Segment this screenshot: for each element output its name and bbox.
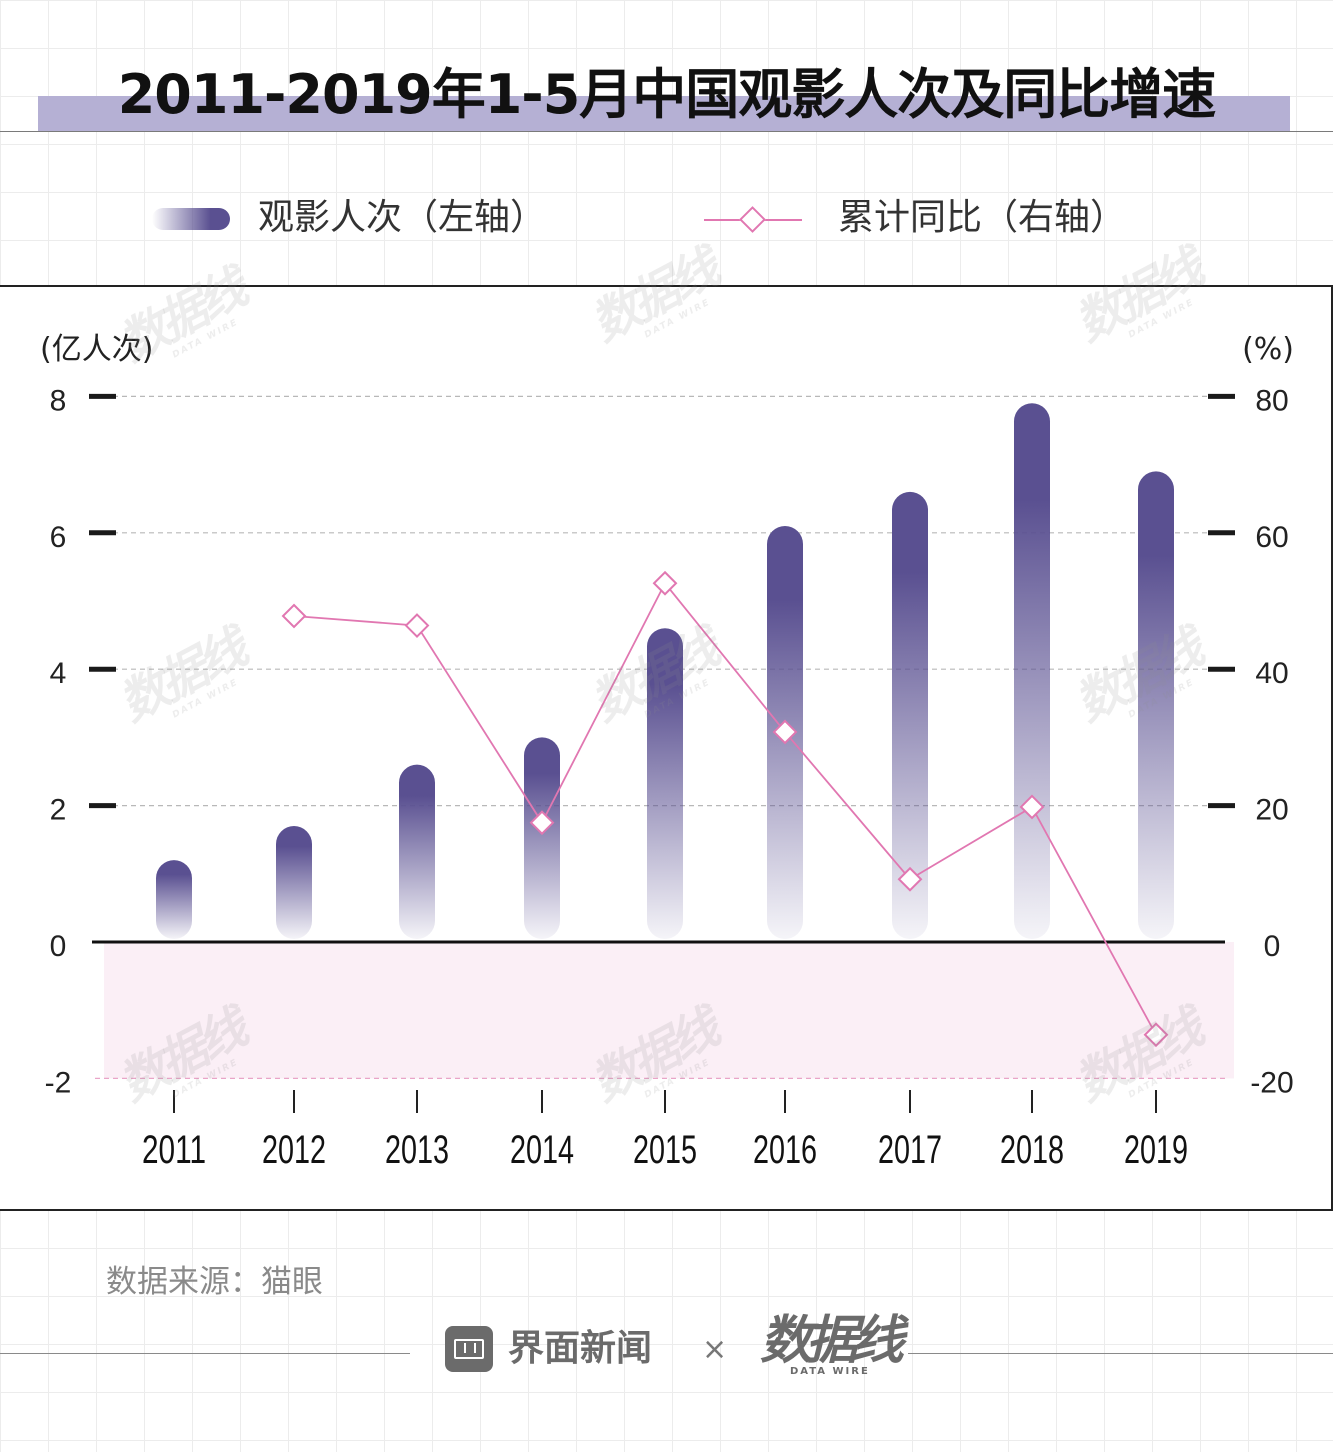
footer-rule-left xyxy=(0,1353,410,1354)
growth-point-2013 xyxy=(404,613,430,638)
growth-point-2018 xyxy=(1019,794,1045,820)
x-axis-label-2011: 2011 xyxy=(142,1128,206,1172)
jiemian-brand: 界面新闻 xyxy=(508,1328,653,1369)
chart-panel: 8 6 4 2 0 -2 80 60 40 20 0 -20 (亿人次) (%) 2011 2012 2013 2… xyxy=(0,285,1333,1211)
legend-bar-swatch xyxy=(152,208,230,230)
legend-line-label: 累计同比（右轴） xyxy=(838,197,1127,238)
x-axis-label-2018: 2018 xyxy=(1000,1128,1064,1172)
x-axis-label-2015: 2015 xyxy=(633,1128,697,1172)
datawire-logo-en: DATA WIRE xyxy=(790,1366,870,1377)
times-separator: × xyxy=(702,1332,728,1367)
left-axis-tick-label: 2 xyxy=(50,794,67,827)
bar-2014 xyxy=(524,737,560,939)
growth-point-2017 xyxy=(897,866,923,892)
bar-2011 xyxy=(156,860,192,939)
right-axis-tick-label: -20 xyxy=(1250,1066,1293,1099)
legend-diamond-marker xyxy=(739,206,766,233)
growth-point-2019 xyxy=(1143,1022,1169,1048)
title-rule xyxy=(0,131,1333,132)
datawire-logo-cn: 数据线 xyxy=(760,1311,904,1371)
left-axis-tick-label: 0 xyxy=(50,930,67,963)
x-axis-label-2012: 2012 xyxy=(262,1128,326,1172)
right-axis-tick-label: 40 xyxy=(1255,657,1288,690)
x-axis-label-2017: 2017 xyxy=(878,1128,942,1172)
x-axis-label-2014: 2014 xyxy=(510,1128,574,1172)
bar-2015 xyxy=(647,628,683,939)
jiemian-logo-icon xyxy=(445,1326,493,1372)
x-axis-label-2013: 2013 xyxy=(385,1128,449,1172)
footer-rule-right xyxy=(908,1353,1333,1354)
legend-bar-label: 观影人次（左轴） xyxy=(258,197,547,238)
right-axis-tick-label: 60 xyxy=(1255,521,1288,554)
bar-2018 xyxy=(1014,403,1050,940)
title-band xyxy=(38,96,1290,131)
right-axis-unit-label: (%) xyxy=(1242,332,1294,367)
right-axis-tick-label: 0 xyxy=(1264,930,1281,963)
datawire-logo: 数据线 DATA WIRE xyxy=(760,1311,904,1377)
data-source: 数据来源：猫眼 xyxy=(106,1264,323,1300)
left-axis-unit-label: (亿人次) xyxy=(40,332,153,367)
growth-point-2012 xyxy=(281,603,307,629)
bar-2017 xyxy=(892,491,928,939)
right-axis-tick-label: 80 xyxy=(1255,384,1288,417)
x-axis-label-2019: 2019 xyxy=(1124,1128,1188,1172)
left-axis-tick-label: -2 xyxy=(45,1066,72,1099)
growth-point-2014 xyxy=(529,810,555,836)
growth-point-2015 xyxy=(652,570,678,596)
left-axis-tick-label: 6 xyxy=(50,521,67,554)
bar-2012 xyxy=(276,826,312,939)
chart-title: 2011-2019年1-5月中国观影人次及同比增速 xyxy=(117,63,1217,126)
left-axis-tick-label: 8 xyxy=(50,384,67,417)
bar-2013 xyxy=(399,764,435,939)
growth-line xyxy=(293,581,1157,1036)
negative-region-band xyxy=(104,942,1234,1079)
growth-point-2016 xyxy=(772,719,798,745)
right-axis-tick-label: 20 xyxy=(1255,794,1288,827)
left-axis-tick-label: 4 xyxy=(50,657,67,690)
bar-2019 xyxy=(1138,471,1174,939)
x-axis-label-2016: 2016 xyxy=(753,1128,817,1172)
